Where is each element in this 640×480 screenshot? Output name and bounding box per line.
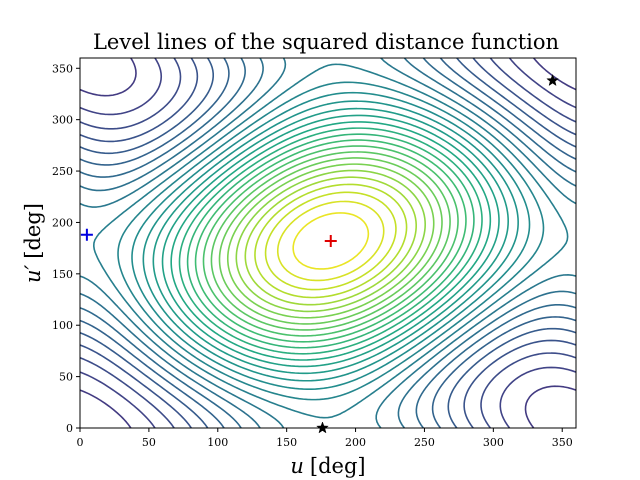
x-tick-label: 300 xyxy=(483,436,504,449)
x-axis-ticks: 0 50 100 150 200 250 300 350 xyxy=(77,428,573,449)
y-tick-label: 100 xyxy=(52,319,73,332)
contour-level xyxy=(194,139,467,343)
special-points xyxy=(80,73,559,434)
contour-level xyxy=(186,133,475,349)
contour-level xyxy=(142,100,519,382)
y-axis-variable: u′ xyxy=(21,264,45,283)
contour-level xyxy=(235,169,426,313)
contour-level xyxy=(80,58,576,428)
minimum-point-marker xyxy=(80,228,93,241)
contour-level xyxy=(264,191,397,291)
contour-level xyxy=(80,58,576,428)
x-tick-label: 200 xyxy=(345,436,366,449)
contour-level xyxy=(210,151,451,331)
y-tick-label: 250 xyxy=(52,165,73,178)
y-tick-label: 200 xyxy=(52,216,73,229)
plot-frame xyxy=(79,57,577,429)
contour-level xyxy=(80,58,576,428)
contour-level xyxy=(80,58,576,428)
x-axis-label: u [deg] xyxy=(290,454,365,478)
contour-level xyxy=(161,114,500,368)
y-axis-ticks: 0 50 100 150 200 250 300 350 xyxy=(52,62,80,435)
y-tick-label: 350 xyxy=(52,62,73,75)
contour-level xyxy=(80,58,576,428)
x-tick-label: 350 xyxy=(552,436,573,449)
contour-level xyxy=(80,58,576,428)
saddle-point-top-right-marker xyxy=(546,73,559,87)
y-axis-label: u′ [deg] xyxy=(21,203,45,283)
contour-level xyxy=(170,121,492,361)
contour-level xyxy=(152,107,509,375)
contour-level xyxy=(178,127,483,355)
contour-level xyxy=(92,63,569,419)
contour-level xyxy=(276,200,385,282)
contour-level xyxy=(131,91,531,391)
maximum-point-marker xyxy=(324,234,337,247)
x-axis-unit: [deg] xyxy=(310,454,366,478)
y-tick-label: 0 xyxy=(66,422,73,435)
y-tick-label: 300 xyxy=(52,114,73,127)
contour-level xyxy=(202,145,459,337)
contour-level xyxy=(254,183,408,299)
x-tick-label: 250 xyxy=(414,436,435,449)
x-tick-label: 150 xyxy=(276,436,297,449)
contour-level xyxy=(292,212,370,270)
x-axis-variable: u xyxy=(290,454,304,478)
chart-title: Level lines of the squared distance func… xyxy=(93,30,559,54)
x-tick-label: 50 xyxy=(142,436,156,449)
y-tick-label: 150 xyxy=(52,268,73,281)
x-tick-label: 0 xyxy=(77,436,84,449)
contour-level xyxy=(80,58,576,428)
contour-lines xyxy=(80,58,576,428)
contour-level xyxy=(218,157,443,325)
y-axis-unit: [deg] xyxy=(21,203,45,259)
x-tick-label: 100 xyxy=(207,436,228,449)
saddle-point-bottom-marker xyxy=(316,421,329,434)
y-tick-label: 50 xyxy=(59,371,73,384)
contour-level xyxy=(244,176,417,306)
contour-level xyxy=(117,81,545,401)
contour-level xyxy=(226,163,435,319)
contour-level xyxy=(80,58,576,428)
